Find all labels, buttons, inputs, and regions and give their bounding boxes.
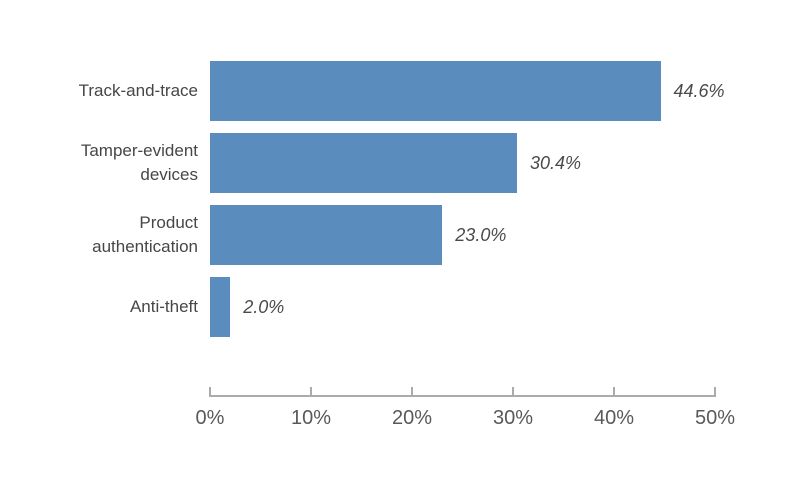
value-label-anti-theft: 2.0% bbox=[243, 296, 285, 317]
x-axis-tick-label: 20% bbox=[391, 407, 433, 429]
x-axis-tick-mark bbox=[512, 387, 514, 396]
x-axis-tick-label: 0% bbox=[195, 407, 225, 429]
category-label-track-and-trace: Track-and-trace bbox=[78, 81, 198, 100]
x-axis-tick-label: 30% bbox=[492, 407, 534, 429]
x-axis-tick-mark bbox=[310, 387, 312, 396]
x-axis-tick-mark bbox=[209, 387, 211, 396]
value-label-tamper-evident-devices: 30.4% bbox=[530, 152, 582, 173]
x-axis-tick-mark bbox=[613, 387, 615, 396]
bar-row: Product authentication 23.0% bbox=[0, 205, 800, 265]
value-label-track-and-trace: 44.6% bbox=[673, 80, 725, 101]
x-axis-tick-label: 40% bbox=[593, 407, 635, 429]
x-axis-tick-mark bbox=[411, 387, 413, 396]
bar-row: Track-and-trace 44.6% bbox=[0, 61, 800, 121]
bar-anti-theft bbox=[210, 277, 231, 337]
bar-product-authentication bbox=[210, 205, 443, 265]
x-axis-line bbox=[209, 395, 716, 397]
x-axis-tick-mark bbox=[714, 387, 716, 396]
x-axis-tick-label: 50% bbox=[694, 407, 736, 429]
category-label-anti-theft: Anti-theft bbox=[129, 297, 198, 316]
bar-tamper-evident-devices bbox=[210, 133, 517, 193]
bar-row: Anti-theft 2.0% bbox=[0, 277, 800, 337]
value-label-product-authentication: 23.0% bbox=[455, 224, 507, 245]
category-label-product-authentication: Product authentication bbox=[92, 213, 198, 256]
bar-track-and-trace bbox=[210, 61, 661, 121]
bar-row: Tamper-evident devices 30.4% bbox=[0, 133, 800, 193]
x-axis-tick-label: 10% bbox=[290, 407, 332, 429]
category-label-tamper-evident-devices: Tamper-evident devices bbox=[80, 141, 198, 184]
